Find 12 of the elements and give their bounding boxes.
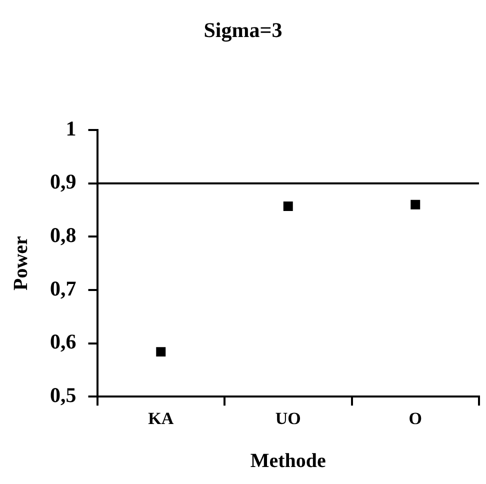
y-tick-label: 0,7 (50, 276, 76, 300)
y-tick-label: 0,8 (50, 223, 76, 248)
chart-title: Sigma=3 (202, 18, 284, 43)
x-tick-label: UO (275, 409, 301, 428)
y-tick-label: 0,9 (50, 170, 76, 194)
y-tick-label: 0,5 (50, 383, 76, 408)
y-axis-title: Power (10, 236, 32, 291)
x-axis-title: Methode (250, 450, 326, 472)
y-tick-label: 0,6 (50, 330, 76, 354)
x-tick-label: KA (148, 409, 174, 428)
x-tick-label: O (408, 409, 422, 428)
y-tick-label: 1 (66, 116, 76, 140)
